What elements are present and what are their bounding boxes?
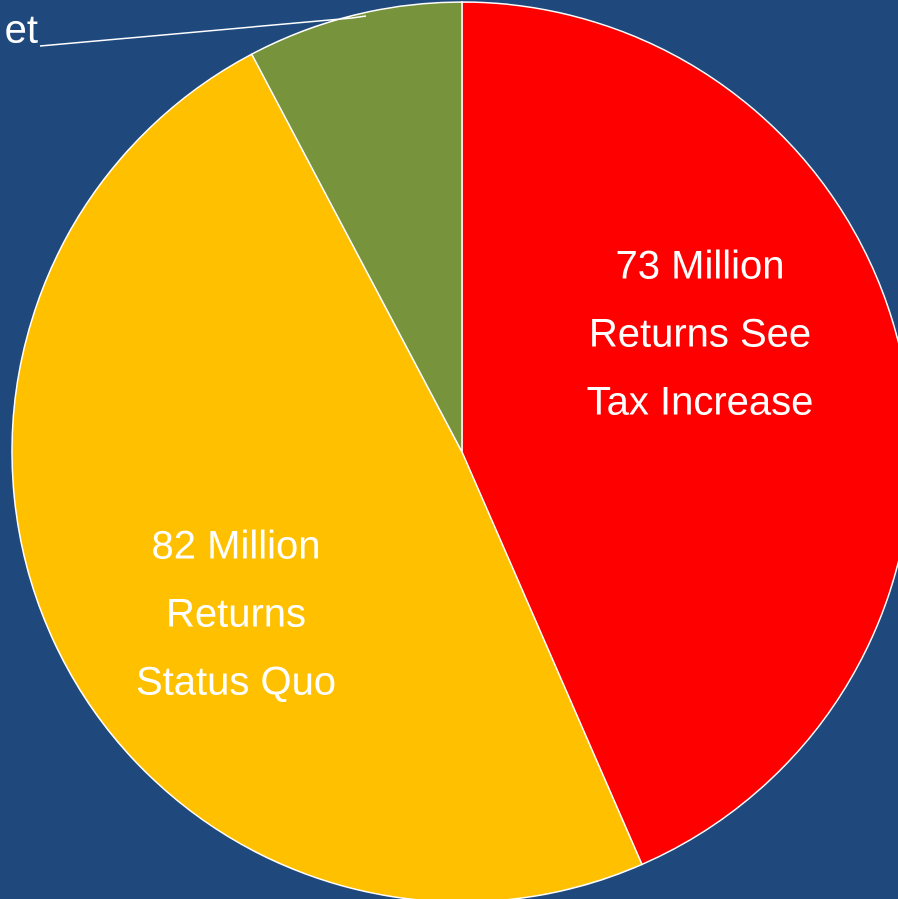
slice-label: Returns See bbox=[589, 312, 811, 356]
leader-line bbox=[39, 15, 367, 47]
slice-label: et bbox=[5, 8, 38, 52]
slice-label: Returns bbox=[166, 592, 306, 636]
slice-label: Status Quo bbox=[136, 660, 336, 704]
labels: 73 Million Returns See Tax Increase 82 Mill… bbox=[5, 8, 814, 704]
pie-slice bbox=[11, 53, 643, 899]
pie-slice bbox=[461, 1, 898, 866]
pie-slice bbox=[250, 1, 463, 453]
slice-label: 73 Million bbox=[616, 244, 785, 288]
slice-label: 82 Million bbox=[152, 524, 321, 568]
slice-label: Tax Increase bbox=[587, 380, 814, 424]
pie bbox=[11, 1, 898, 899]
